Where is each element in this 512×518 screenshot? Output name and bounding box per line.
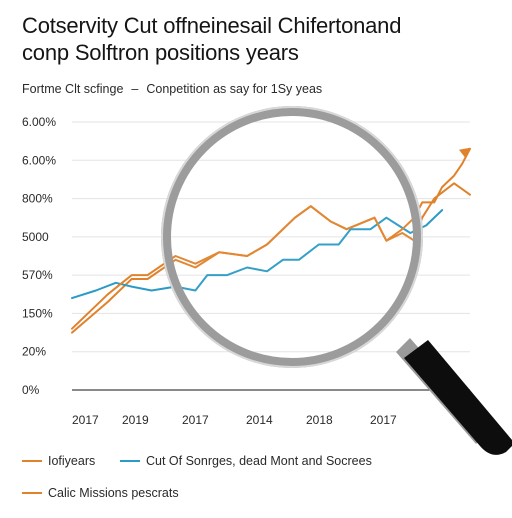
legend-label-blue: Cut Of Sonrges, dead Mont and Socrees	[146, 454, 372, 468]
legend-row-2: Calic Missions pescrats	[22, 486, 492, 506]
y-tick-label: 150%	[22, 306, 53, 320]
x-tick-label: 2014	[246, 413, 273, 427]
legend-item-blue: Cut Of Sonrges, dead Mont and Socrees	[120, 454, 372, 468]
legend-label-orange-1: Iofiyears	[48, 454, 95, 468]
x-tick-label: 2017	[72, 413, 99, 427]
x-tick-label: 2017	[370, 413, 397, 427]
y-tick-label: 6.00%	[22, 153, 56, 167]
legend-swatch-blue	[120, 460, 140, 462]
y-tick-label: 5000	[22, 230, 49, 244]
legend-swatch-orange	[22, 460, 42, 462]
y-tick-label: 570%	[22, 268, 53, 282]
legend-item-orange-2: Calic Missions pescrats	[22, 486, 179, 500]
y-tick-label: 0%	[22, 383, 40, 397]
y-tick-label: 6.00%	[22, 115, 56, 129]
legend-item-orange-1: Iofiyears	[22, 454, 95, 468]
x-tick-label: 2019	[122, 413, 149, 427]
y-tick-label: 800%	[22, 192, 53, 206]
magnifier-handle	[404, 340, 512, 455]
x-tick-label: 2018	[306, 413, 333, 427]
chart-legend: Iofiyears Cut Of Sonrges, dead Mont and …	[22, 454, 492, 518]
legend-swatch-orange-2	[22, 492, 42, 494]
legend-row-1: Iofiyears Cut Of Sonrges, dead Mont and …	[22, 454, 492, 474]
y-tick-label: 20%	[22, 345, 46, 359]
x-tick-label: 2017	[182, 413, 209, 427]
magnifying-glass-icon	[162, 107, 512, 455]
legend-label-orange-2: Calic Missions pescrats	[48, 486, 179, 500]
